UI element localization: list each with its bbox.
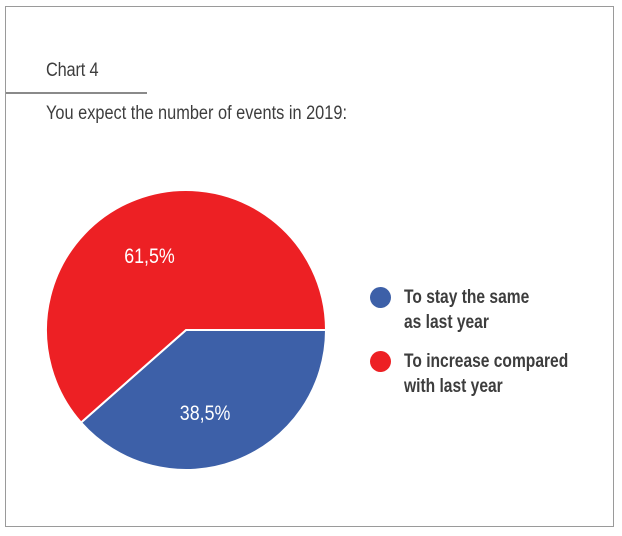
legend-label-line: as last year bbox=[404, 312, 489, 333]
chart-frame bbox=[5, 6, 614, 527]
legend-swatch-stay-same bbox=[370, 287, 391, 308]
legend-label-line: with last year bbox=[404, 376, 503, 397]
chart-question: You expect the number of events in 2019: bbox=[46, 103, 347, 124]
legend-label-line: To stay the same bbox=[404, 287, 530, 308]
legend-item-increase: To increase compared with last year bbox=[370, 349, 610, 399]
title-rule bbox=[6, 92, 147, 94]
chart-label: Chart 4 bbox=[46, 60, 99, 81]
legend-label-stay-same: To stay the same as last year bbox=[404, 285, 617, 335]
legend: To stay the same as last year To increas… bbox=[370, 285, 610, 413]
legend-swatch-increase bbox=[370, 351, 391, 372]
legend-item-stay-same: To stay the same as last year bbox=[370, 285, 610, 335]
legend-label-line: To increase compared bbox=[404, 351, 569, 372]
legend-label-increase: To increase compared with last year bbox=[404, 349, 617, 399]
